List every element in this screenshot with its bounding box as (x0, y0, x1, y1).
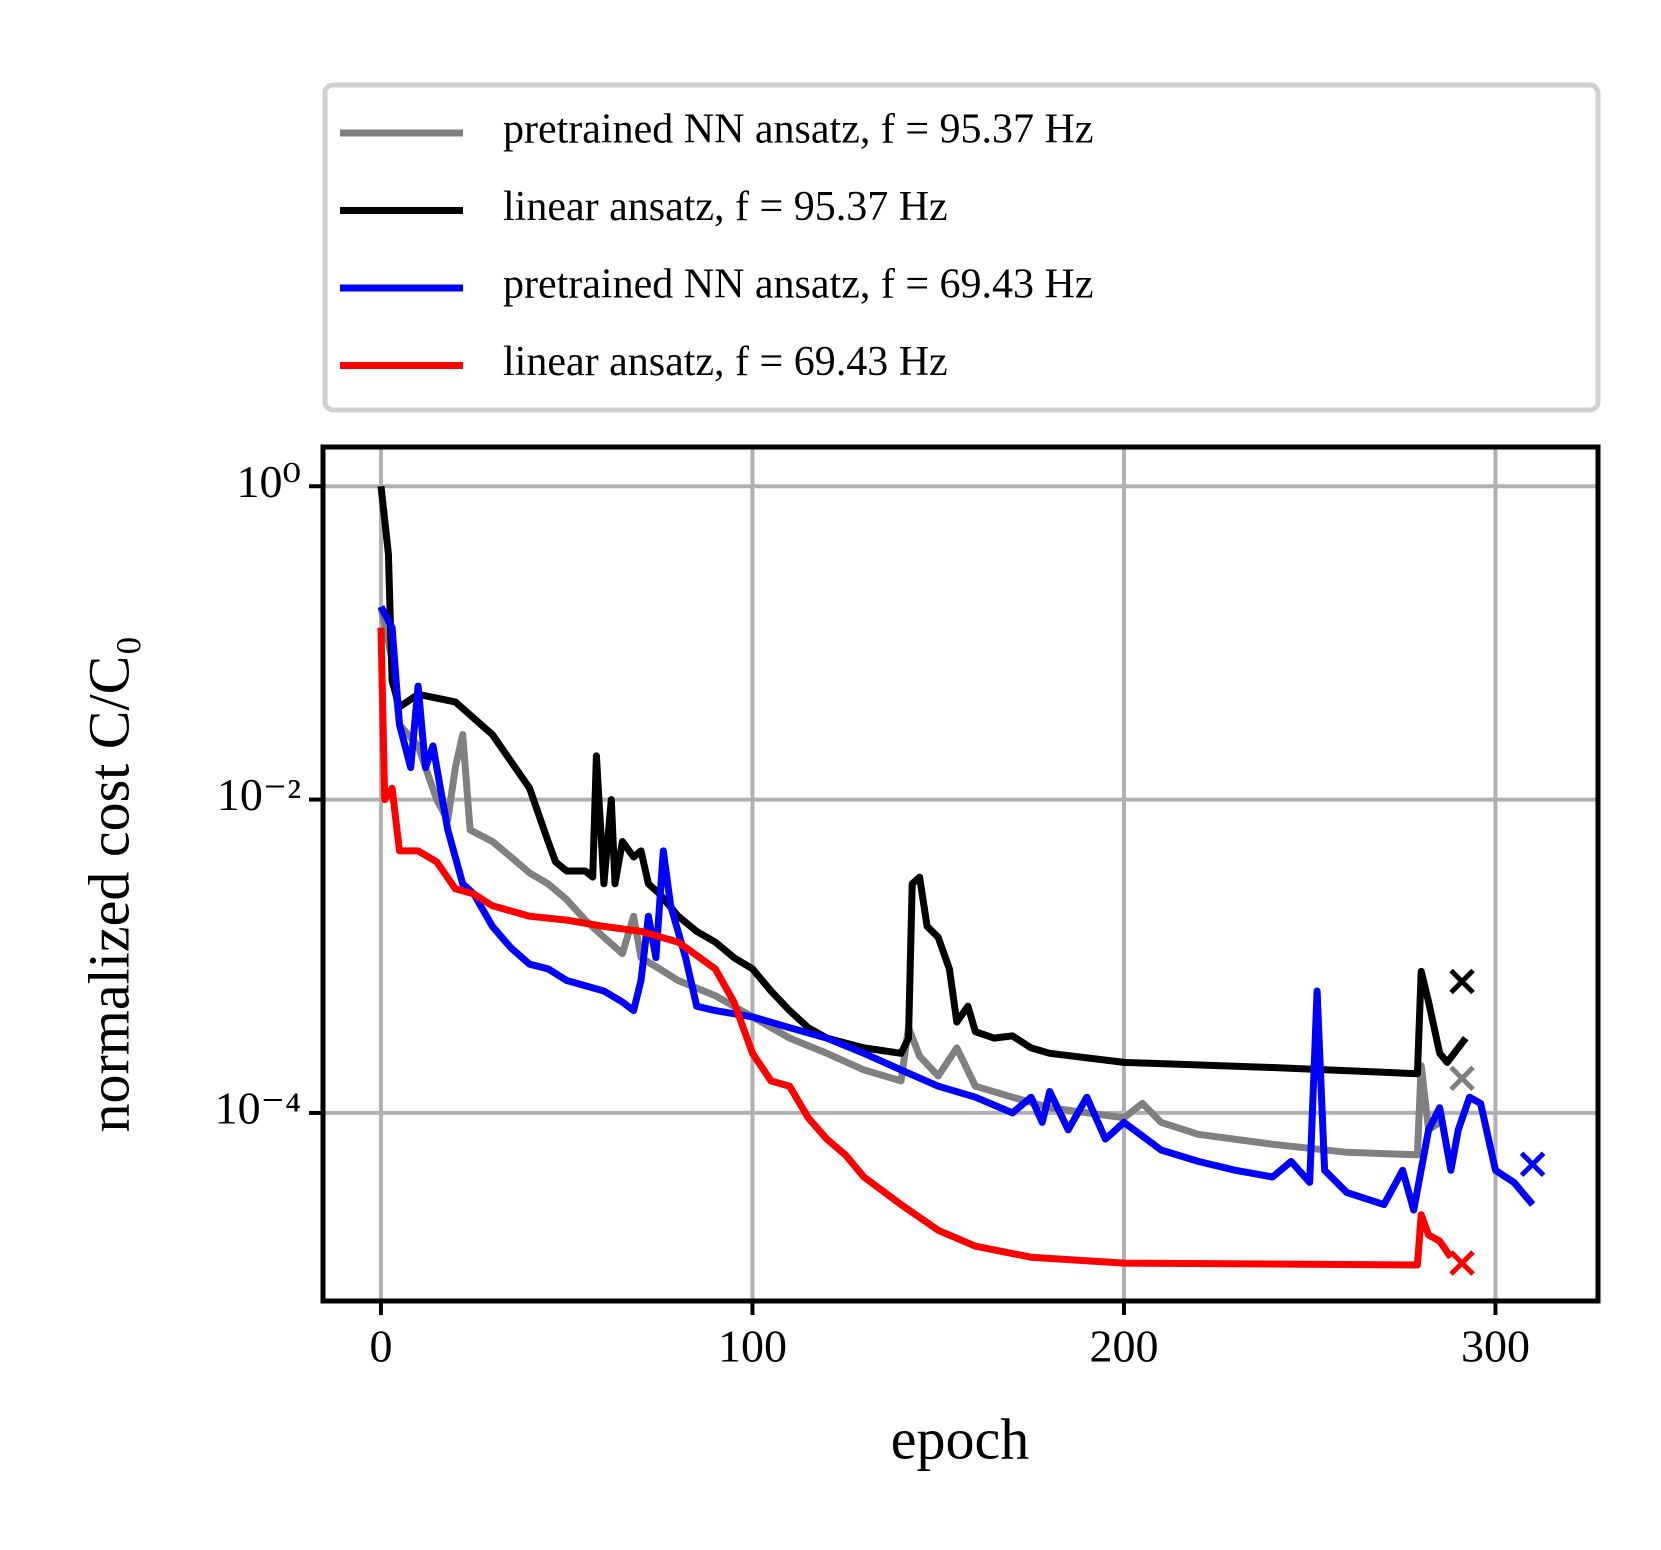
x-tick-label: 300 (1461, 1321, 1530, 1372)
final-marker (1449, 968, 1475, 995)
y-axis-label: normalized cost C/C₀ (76, 635, 141, 1132)
legend-label: pretrained NN ansatz, f = 95.37 Hz (503, 107, 1093, 153)
series-line (377, 627, 1454, 1269)
y-tick-label: 10⁰ (237, 456, 301, 507)
final-marker (1519, 1151, 1546, 1178)
y-tick-label: 10⁻⁴ (215, 1082, 301, 1133)
y-tick-label: 10⁻² (217, 769, 301, 820)
legend-label: pretrained NN ansatz, f = 69.43 Hz (503, 262, 1093, 308)
legend-label: linear ansatz, f = 69.43 Hz (503, 339, 948, 385)
final-marker (1449, 1250, 1475, 1276)
legend-box (322, 82, 1601, 413)
x-tick-label: 100 (718, 1321, 787, 1372)
x-tick-label: 200 (1089, 1321, 1158, 1372)
x-tick-label: 0 (369, 1321, 392, 1372)
legend-label: linear ansatz, f = 95.37 Hz (503, 184, 948, 230)
x-axis-label: epoch (891, 1406, 1030, 1471)
plot-frame (320, 444, 1601, 1304)
series-line (377, 605, 1536, 1214)
final-marker (1449, 1065, 1475, 1092)
series-line (377, 485, 1469, 1078)
plot-area (377, 485, 1546, 1276)
